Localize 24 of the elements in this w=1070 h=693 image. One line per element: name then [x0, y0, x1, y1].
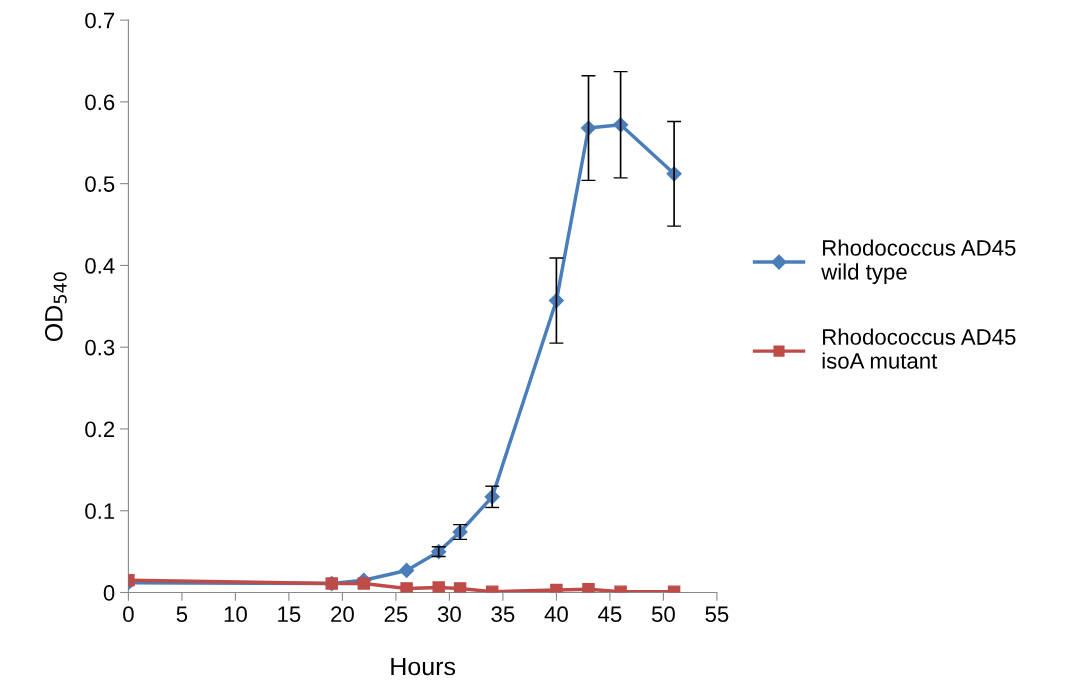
x-tick-label: 35 [491, 606, 515, 623]
x-tick-label: 50 [651, 606, 675, 623]
x-tick-label: 30 [437, 606, 461, 623]
x-tick-label: 10 [224, 606, 247, 623]
x-tick-label: 45 [598, 606, 622, 623]
x-tick-label: 15 [278, 606, 301, 623]
y-tick-label: 0.2 [85, 421, 115, 438]
y-tick-label: 0.4 [85, 257, 115, 274]
x-tick-label: 25 [384, 606, 408, 623]
y-tick-label: 0.3 [85, 339, 115, 356]
y-tick-label: 0.5 [85, 176, 115, 192]
x-tick-label: 55 [705, 606, 729, 623]
y-axis-title: OD$_{540}$ [44, 272, 67, 342]
y-tick-label: 0 [103, 585, 115, 601]
y-tick-label: 0.7 [85, 12, 115, 29]
y-tick-label: 0.6 [85, 94, 115, 111]
x-tick-label: 40 [544, 606, 568, 623]
legend-label: Rhodococcus AD45 isoA mutant [822, 328, 1016, 369]
legend-label: Rhodococcus AD45 wild type [821, 239, 1016, 285]
x-axis-title: Hours [391, 657, 456, 676]
y-tick-label: 0.1 [85, 503, 115, 520]
x-tick-label: 0 [123, 606, 134, 623]
x-tick-label: 20 [331, 606, 354, 623]
x-tick-label: 5 [176, 606, 188, 623]
